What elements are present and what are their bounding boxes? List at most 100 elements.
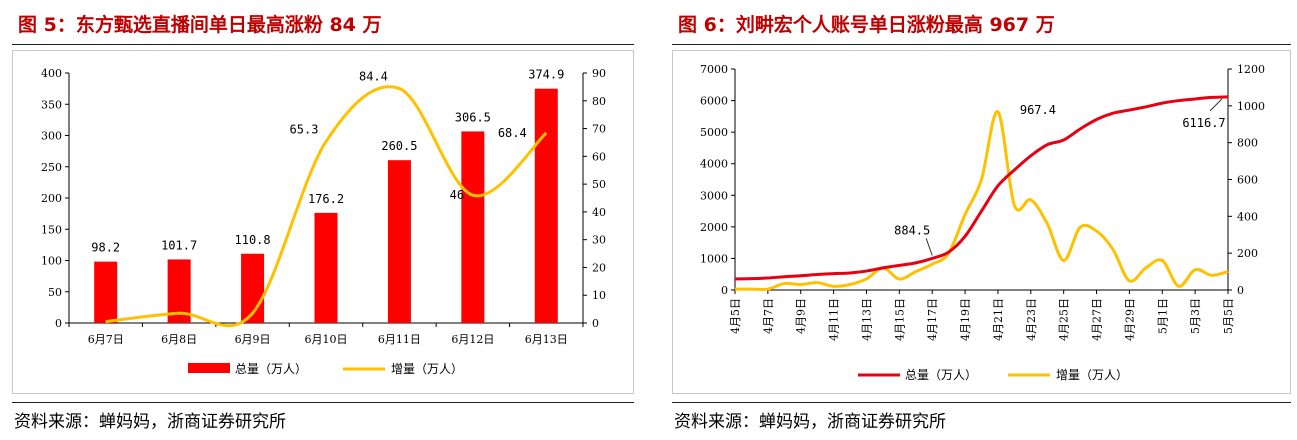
legend-swatch-total — [188, 363, 230, 373]
x-tick-label: 6月9日 — [235, 333, 271, 346]
x-tick-label: 6月11日 — [378, 333, 421, 346]
right-y-tick-label: 40 — [592, 206, 606, 219]
right-y-tick-label: 20 — [592, 261, 606, 274]
left-y-tick-label: 2000 — [700, 221, 728, 234]
x-tick-label: 4月13日 — [860, 298, 873, 341]
figure-6-title-rule — [672, 44, 1291, 45]
right-y-tick-label: 0 — [592, 317, 599, 330]
bar — [94, 261, 118, 323]
left-y-tick-label: 6000 — [700, 95, 728, 108]
x-tick-label: 6月13日 — [525, 333, 568, 346]
left-y-tick-label: 7000 — [700, 63, 728, 76]
line-value-label: 65.3 — [290, 123, 319, 137]
left-y-tick-label: 1000 — [700, 252, 728, 265]
legend-label-total: 总量（万人） — [235, 362, 307, 376]
right-y-tick-label: 70 — [592, 123, 606, 136]
bar-value-label: 306.5 — [455, 110, 491, 124]
left-y-tick-label: 4000 — [700, 158, 728, 171]
right-y-tick-label: 30 — [592, 234, 606, 247]
line-value-label: 46 — [450, 188, 464, 202]
annotation-leader — [925, 238, 933, 256]
left-y-tick-label: 300 — [41, 130, 62, 143]
bar-value-label: 176.2 — [308, 192, 344, 206]
x-tick-label: 4月9日 — [795, 298, 808, 334]
figure-5-chart-frame: 0 50 100 150 200 250 300 350 400 0 10 20 30 40 50 60 70 8… — [12, 50, 634, 394]
left-y-tick-label: 0 — [55, 317, 62, 330]
left-y-tick-label: 3000 — [700, 189, 728, 202]
right-y-tick-label: 1000 — [1237, 100, 1265, 113]
line-value-label: 68.4 — [498, 126, 527, 140]
figure-5-title-rule — [12, 44, 634, 45]
left-y-tick-label: 400 — [41, 67, 62, 80]
right-y-tick-label: 0 — [1237, 284, 1244, 297]
right-y-tick-label: 10 — [592, 289, 606, 302]
x-tick-label: 4月17日 — [926, 298, 939, 341]
right-y-tick-label: 600 — [1237, 174, 1258, 187]
left-y-tick-label: 5000 — [700, 126, 728, 139]
legend-label-total: 总量（万人） — [905, 368, 977, 382]
annotation-leader — [1209, 98, 1223, 112]
bar-value-label: 110.8 — [235, 233, 271, 247]
left-y-tick-label: 150 — [41, 223, 62, 236]
legend-label-increment: 增量（万人） — [1056, 368, 1128, 382]
bar — [461, 131, 485, 323]
x-tick-label: 5月5日 — [1222, 298, 1235, 334]
x-tick-label: 4月23日 — [1025, 298, 1038, 341]
line-value-label: 84.4 — [359, 70, 388, 84]
right-y-tick-label: 90 — [592, 67, 606, 80]
x-tick-label: 6月12日 — [451, 333, 494, 346]
figure-6-source-rule — [672, 402, 1291, 403]
x-tick-label: 4月25日 — [1058, 298, 1071, 341]
left-y-tick-label: 100 — [41, 255, 62, 268]
figure-6-chart: 0 1000 2000 3000 4000 5000 6000 7000 0 200 400 600 8… — [700, 63, 1265, 382]
right-y-tick-label: 80 — [592, 95, 606, 108]
x-tick-label: 6月8日 — [161, 333, 197, 346]
x-tick-label: 4月11日 — [828, 298, 841, 341]
annotation-label: 967.4 — [1020, 103, 1056, 117]
figure-6-title: 图 6：刘畊宏个人账号单日涨粉最高 967 万 — [678, 14, 1055, 36]
x-tick-label: 4月15日 — [893, 298, 906, 341]
x-tick-label: 6月10日 — [305, 333, 348, 346]
bar-value-label: 260.5 — [381, 139, 417, 153]
left-y-tick-label: 50 — [48, 286, 62, 299]
annotation-label: 6116.7 — [1182, 116, 1225, 130]
right-y-tick-label: 400 — [1237, 210, 1258, 223]
bar-value-label: 374.9 — [528, 68, 564, 82]
figure-5-source-rule — [12, 402, 634, 403]
left-y-tick-label: 250 — [41, 161, 62, 174]
bar-value-label: 101.7 — [161, 238, 197, 252]
right-y-tick-label: 800 — [1237, 137, 1258, 150]
right-y-tick-label: 60 — [592, 150, 606, 163]
x-tick-label: 4月21日 — [992, 298, 1005, 341]
figure-5-source: 资料来源：蝉妈妈，浙商证券研究所 — [14, 412, 286, 432]
line-series-total — [734, 95, 1229, 281]
left-y-tick-label: 0 — [721, 284, 728, 297]
x-tick-label: 6月7日 — [88, 333, 124, 346]
figure-6-panel: 图 6：刘畊宏个人账号单日涨粉最高 967 万 0 1000 2000 3000 400… — [660, 0, 1297, 440]
x-tick-label: 4月19日 — [959, 298, 972, 341]
x-tick-label: 4月5日 — [729, 298, 742, 334]
line-series-increment — [105, 85, 548, 328]
x-tick-label: 4月7日 — [762, 298, 775, 334]
x-tick-label: 5月1日 — [1156, 298, 1169, 334]
figure-5-chart: 0 50 100 150 200 250 300 350 400 0 10 20 30 40 50 60 70 8… — [41, 67, 606, 376]
left-y-tick-label: 200 — [41, 192, 62, 205]
line-series-increment — [734, 110, 1229, 291]
x-tick-label: 4月29日 — [1123, 298, 1136, 341]
figure-6-source: 资料来源：蝉妈妈，浙商证券研究所 — [674, 412, 946, 432]
bar — [314, 212, 338, 323]
bar — [534, 88, 558, 323]
right-y-tick-label: 200 — [1237, 247, 1258, 260]
bar-value-label: 98.2 — [91, 241, 120, 255]
right-y-tick-label: 1200 — [1237, 63, 1265, 76]
legend-label-increment: 增量（万人） — [391, 362, 463, 376]
bar — [387, 160, 411, 323]
bar — [167, 259, 191, 323]
figure-5-panel: 图 5：东方甄选直播间单日最高涨粉 84 万 0 50 100 150 200 250 30… — [0, 0, 640, 440]
right-y-tick-label: 50 — [592, 178, 606, 191]
annotation-label: 884.5 — [894, 223, 930, 237]
figure-5-title: 图 5：东方甄选直播间单日最高涨粉 84 万 — [18, 14, 382, 36]
x-tick-label: 5月3日 — [1189, 298, 1202, 334]
x-tick-label: 4月27日 — [1091, 298, 1104, 341]
figure-6-chart-frame: 0 1000 2000 3000 4000 5000 6000 7000 0 200 400 600 8… — [672, 50, 1291, 394]
